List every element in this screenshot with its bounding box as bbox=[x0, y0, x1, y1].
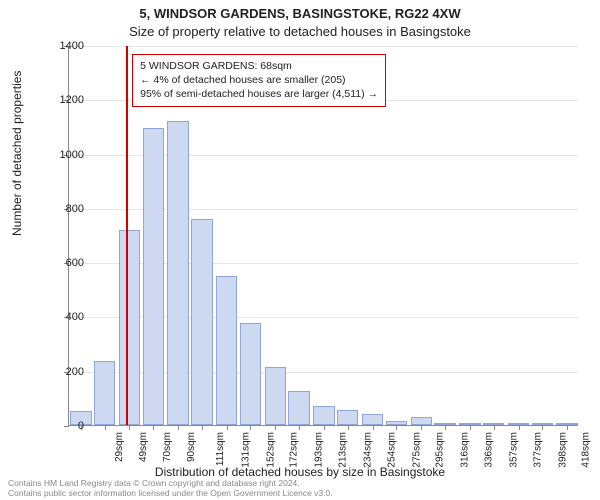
xtick-label: 152sqm bbox=[265, 432, 276, 468]
xtick-label: 357sqm bbox=[508, 432, 519, 468]
ytick-label: 1000 bbox=[34, 149, 84, 161]
xtick-label: 213sqm bbox=[338, 432, 349, 468]
footer-attribution: Contains HM Land Registry data © Crown c… bbox=[8, 478, 333, 498]
xtick-mark bbox=[299, 425, 300, 430]
histogram-bar bbox=[240, 323, 261, 425]
footer-line1: Contains HM Land Registry data © Crown c… bbox=[8, 478, 333, 488]
xtick-label: 377sqm bbox=[532, 432, 543, 468]
xtick-label: 49sqm bbox=[138, 432, 149, 462]
xtick-label: 398sqm bbox=[557, 432, 568, 468]
marker-line bbox=[126, 46, 128, 425]
ytick-label: 200 bbox=[34, 366, 84, 378]
ytick-label: 800 bbox=[34, 203, 84, 215]
histogram-bar bbox=[362, 414, 383, 425]
histogram-bar bbox=[313, 406, 334, 425]
histogram-bar bbox=[411, 417, 432, 425]
xtick-label: 111sqm bbox=[215, 432, 226, 466]
xtick-mark bbox=[470, 425, 471, 430]
xtick-label: 275sqm bbox=[411, 432, 422, 468]
xtick-mark bbox=[324, 425, 325, 430]
xtick-label: 254sqm bbox=[386, 432, 397, 468]
xtick-label: 70sqm bbox=[163, 432, 174, 462]
ytick-label: 0 bbox=[34, 420, 84, 432]
xtick-label: 172sqm bbox=[289, 432, 300, 468]
xtick-mark bbox=[178, 425, 179, 430]
xtick-mark bbox=[227, 425, 228, 430]
histogram-bar bbox=[265, 367, 286, 425]
histogram-bar bbox=[337, 410, 358, 425]
histogram-bar bbox=[167, 121, 188, 425]
xtick-label: 316sqm bbox=[460, 432, 471, 468]
xtick-mark bbox=[275, 425, 276, 430]
callout-box: 5 WINDSOR GARDENS: 68sqm← 4% of detached… bbox=[132, 54, 386, 107]
chart-title-main: 5, WINDSOR GARDENS, BASINGSTOKE, RG22 4X… bbox=[0, 6, 600, 21]
xtick-mark bbox=[519, 425, 520, 430]
xtick-mark bbox=[153, 425, 154, 430]
xtick-mark bbox=[494, 425, 495, 430]
xtick-mark bbox=[421, 425, 422, 430]
xtick-label: 29sqm bbox=[114, 432, 125, 462]
xtick-mark bbox=[129, 425, 130, 430]
gridline bbox=[69, 46, 578, 47]
xtick-label: 418sqm bbox=[581, 432, 592, 468]
xtick-label: 234sqm bbox=[363, 432, 374, 468]
histogram-bar bbox=[288, 391, 309, 425]
xtick-mark bbox=[105, 425, 106, 430]
chart-title-sub: Size of property relative to detached ho… bbox=[0, 24, 600, 39]
callout-line3: 95% of semi-detached houses are larger (… bbox=[140, 87, 378, 101]
histogram-bar bbox=[143, 128, 164, 425]
ytick-label: 1400 bbox=[34, 40, 84, 52]
callout-line2: ← 4% of detached houses are smaller (205… bbox=[140, 73, 378, 87]
xtick-label: 336sqm bbox=[484, 432, 495, 468]
footer-line2: Contains public sector information licen… bbox=[8, 488, 333, 498]
histogram-bar bbox=[216, 276, 237, 425]
xtick-mark bbox=[250, 425, 251, 430]
histogram-bar bbox=[94, 361, 115, 425]
xtick-mark bbox=[348, 425, 349, 430]
histogram-bar bbox=[191, 219, 212, 425]
xtick-mark bbox=[202, 425, 203, 430]
callout-line1: 5 WINDSOR GARDENS: 68sqm bbox=[140, 59, 378, 73]
xtick-mark bbox=[542, 425, 543, 430]
chart-container: 5, WINDSOR GARDENS, BASINGSTOKE, RG22 4X… bbox=[0, 0, 600, 500]
xtick-label: 90sqm bbox=[186, 432, 197, 462]
xtick-label: 131sqm bbox=[240, 432, 251, 468]
y-axis-label: Number of detached properties bbox=[10, 71, 24, 236]
ytick-label: 400 bbox=[34, 311, 84, 323]
xtick-label: 295sqm bbox=[435, 432, 446, 468]
xtick-mark bbox=[567, 425, 568, 430]
ytick-label: 600 bbox=[34, 257, 84, 269]
xtick-label: 193sqm bbox=[314, 432, 325, 468]
histogram-bar bbox=[119, 230, 140, 425]
xtick-mark bbox=[445, 425, 446, 430]
xtick-mark bbox=[373, 425, 374, 430]
xtick-mark bbox=[396, 425, 397, 430]
ytick-label: 1200 bbox=[34, 94, 84, 106]
